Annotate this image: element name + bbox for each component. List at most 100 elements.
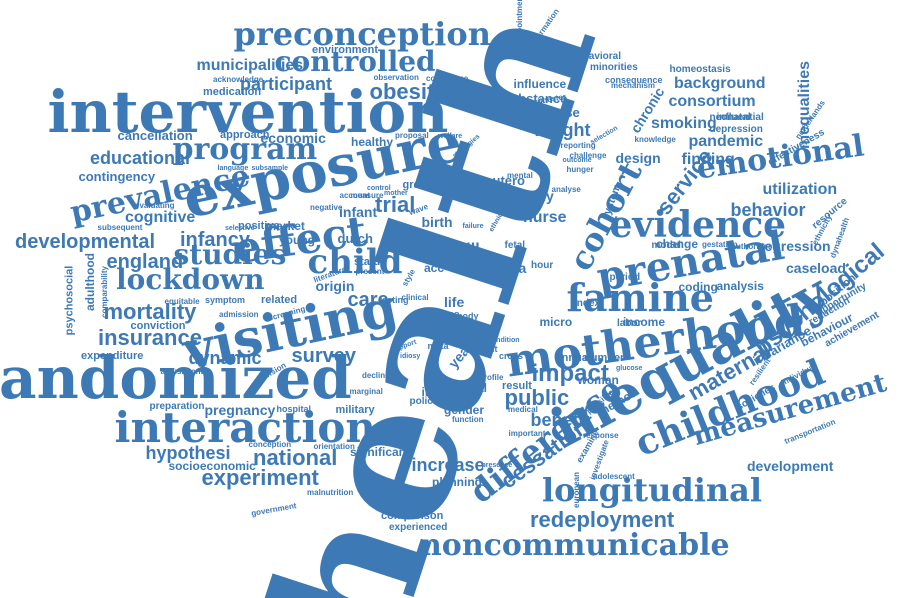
word-period: period — [609, 272, 641, 283]
word-redeployment: redeployment — [530, 507, 675, 532]
word-labor: labor — [617, 318, 642, 329]
word-negative: negative — [310, 203, 343, 212]
word-controlled: controlled — [274, 45, 436, 78]
word-present: present — [355, 267, 385, 276]
word-influential: influential — [716, 112, 764, 123]
word-measure: measure — [350, 191, 384, 200]
word-coding: coding — [678, 280, 718, 294]
word-consequence: consequence — [605, 74, 663, 85]
word-hospital: hospital — [276, 403, 312, 414]
word-function: function — [452, 415, 484, 424]
word-mas: mas — [441, 308, 460, 319]
word-preparation: preparation — [149, 401, 205, 412]
word-trial: trial — [375, 192, 416, 217]
word-nurse: nurse — [523, 209, 567, 226]
word-annual: annual — [555, 351, 591, 364]
word-significant: significant — [350, 445, 411, 459]
word-origin: origin — [315, 278, 355, 294]
word-decline: decline — [362, 371, 390, 380]
word-benefit: benefit — [530, 410, 590, 430]
word-educational: educational — [90, 148, 191, 168]
word-important: important — [508, 429, 546, 438]
word-regression: regression — [759, 238, 831, 254]
word-group: group — [402, 178, 434, 191]
word-smoking: smoking — [651, 115, 717, 132]
word-body: body — [457, 310, 479, 321]
word-marginal: marginal — [349, 387, 383, 396]
word-influence: influence — [513, 77, 567, 91]
word-cancellation: cancellation — [117, 127, 193, 143]
word-acknowledge: acknowledge — [213, 75, 264, 84]
word-admission: admission — [219, 310, 259, 319]
word-presence: presence — [481, 461, 513, 469]
word-planning: planning — [432, 475, 482, 489]
word-selective: selective — [225, 224, 255, 232]
word-studies: studies — [173, 238, 287, 271]
word-mother: mother — [384, 189, 408, 197]
word-finding: finding — [681, 151, 735, 168]
word-environment: environment — [312, 43, 379, 56]
word-social: social — [453, 381, 488, 395]
word-subsequent: subsequent — [97, 223, 143, 232]
word-preconception: preconception — [233, 15, 491, 53]
word-knowledge: knowledge — [634, 135, 676, 144]
word-skill: skill — [448, 241, 480, 258]
word-socioeconomic: socioeconomic — [168, 459, 256, 473]
word-pregnancy: pregnancy — [204, 402, 276, 418]
word-account: account — [339, 191, 371, 200]
word-profile: profile — [479, 373, 504, 382]
word-experienced: experienced — [389, 522, 448, 533]
word-level: level — [476, 330, 497, 341]
word-comparison: comparison — [381, 509, 444, 522]
word-longitudinal: longitudinal — [542, 471, 763, 509]
word-analyse: analyse — [551, 185, 581, 194]
word-intervention: intervention — [47, 78, 449, 146]
word-evidence: evidence — [609, 204, 787, 246]
word-infant: infant — [339, 204, 378, 220]
word-adjustment: adjustment — [160, 367, 204, 376]
word-observation: observation — [373, 73, 419, 82]
word-survey: survey — [291, 345, 357, 367]
word-appointment: appointment — [515, 0, 524, 42]
word-substance: substance — [503, 90, 568, 106]
word-medical: medical — [508, 405, 538, 414]
word-medication: medication — [203, 85, 262, 98]
word-adolescent: adolescent — [593, 472, 635, 481]
word-public: public — [504, 385, 570, 410]
word-behavior: behavior — [730, 200, 806, 220]
word-acc: acc — [424, 261, 445, 275]
word-testing: testing — [379, 294, 409, 305]
word-program: program — [172, 132, 318, 167]
word-hypothesi: hypothesi — [145, 443, 231, 463]
word-background: background — [674, 75, 766, 92]
word-failure: failure — [462, 222, 484, 230]
word-gender: gender — [444, 403, 485, 417]
word-interaction: interaction — [114, 403, 376, 452]
word-result: result — [502, 379, 532, 392]
word-equitable: equitable — [164, 297, 200, 306]
word-economic: economic — [260, 130, 326, 146]
word-idiosy: idiosy — [400, 352, 421, 360]
word-pandemic: pandemic — [688, 133, 764, 150]
word-condition: condition — [488, 336, 520, 344]
word-england: england — [106, 251, 184, 273]
word-proposal: proposal — [395, 131, 429, 140]
word-mental: mental — [507, 171, 533, 180]
word-increase: increase — [411, 455, 485, 475]
word-orientation: orientation — [313, 442, 355, 451]
word-military: military — [335, 403, 375, 416]
word-term: term — [462, 319, 486, 332]
word-contingency: contingency — [78, 168, 156, 184]
word-obesity: obesity — [369, 79, 447, 104]
word-hunger: hunger — [566, 165, 594, 174]
word-young: young — [279, 233, 315, 247]
word-status: status — [354, 255, 387, 268]
word-healthy: healthy — [351, 135, 394, 149]
word-municipalities: municipalities — [196, 57, 304, 74]
word-comparability: comparability — [100, 265, 110, 319]
word-authorities: authorities — [731, 242, 773, 251]
word-fetal: fetal — [504, 240, 526, 251]
word-utilization: utilization — [762, 181, 838, 198]
word-gestation: gestation — [702, 240, 738, 249]
